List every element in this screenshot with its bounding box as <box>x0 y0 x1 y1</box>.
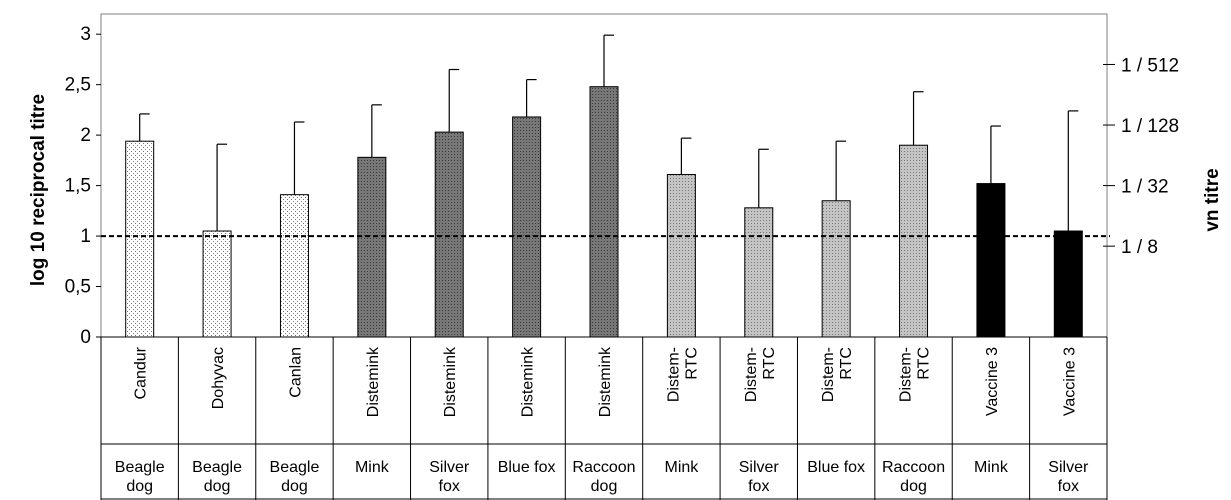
vaccine-label: Distem- <box>743 347 760 402</box>
bar <box>821 200 851 338</box>
vaccine-label: Distemink <box>520 346 537 417</box>
group-label: dog <box>591 478 618 495</box>
group-label: Raccoon <box>882 459 945 476</box>
vaccine-label: RTC <box>683 347 700 380</box>
group-label: Raccoon <box>572 459 635 476</box>
right-tick-label: 1 / 8 <box>1121 237 1158 258</box>
group-label: Beagle <box>270 459 320 476</box>
y-axis-ticks: 0 0,5 1 1,5 2 2,5 3 <box>65 24 101 348</box>
vaccine-label: Distem- <box>898 347 915 402</box>
vaccine-label: Distemink <box>442 346 459 417</box>
bar <box>666 173 696 338</box>
vaccine-label: RTC <box>916 347 933 380</box>
bar <box>357 156 387 338</box>
group-label: fox <box>1058 478 1079 495</box>
group-label: Beagle <box>192 459 242 476</box>
group-label: Silver <box>429 459 470 476</box>
bar <box>744 207 774 338</box>
group-label: Mink <box>355 459 390 476</box>
group-label: dog <box>281 478 308 495</box>
group-label: Mink <box>664 459 699 476</box>
group-label: fox <box>748 478 769 495</box>
y-tick-label: 1 <box>80 226 91 247</box>
bar <box>125 140 155 338</box>
vaccine-label: Distemink <box>597 346 614 417</box>
vaccine-label: Distem- <box>665 347 682 402</box>
y-tick-label: 3 <box>80 24 91 45</box>
vaccine-label: Distemink <box>365 346 382 417</box>
bar <box>589 86 619 338</box>
y-tick-label: 0 <box>80 327 91 348</box>
right-tick-label: 1 / 32 <box>1121 177 1169 198</box>
group-label: Silver <box>1048 459 1089 476</box>
vaccine-label: RTC <box>761 347 778 380</box>
bars <box>101 34 1110 338</box>
group-label: dog <box>126 478 153 495</box>
group-label: dog <box>900 478 927 495</box>
group-label: Beagle <box>115 459 165 476</box>
category-table: Candur Beagle dog Dohyvac Beagle dog Canlan Bea… <box>100 336 1108 500</box>
group-label: Blue fox <box>498 459 556 476</box>
bar <box>202 230 232 338</box>
bar <box>512 116 542 338</box>
right-tick-label: 1 / 512 <box>1121 55 1179 76</box>
bar <box>279 194 309 338</box>
vaccine-label: Canlan <box>287 347 304 398</box>
vaccine-label: Vaccine 3 <box>984 347 1001 416</box>
group-label: Silver <box>739 459 780 476</box>
y-tick-label: 2,5 <box>65 75 91 96</box>
group-label: dog <box>204 478 231 495</box>
group-label: Blue fox <box>807 459 865 476</box>
y-axis-label: log 10 reciprocal titre <box>28 94 49 286</box>
bar <box>434 131 464 338</box>
bar <box>976 183 1006 338</box>
group-label: Mink <box>974 459 1009 476</box>
vaccine-label: RTC <box>838 347 855 380</box>
y-tick-label: 1,5 <box>65 176 91 197</box>
y-tick-label: 2 <box>80 125 91 146</box>
right-axis-label: vn titre <box>1202 168 1223 231</box>
bar <box>1053 230 1083 338</box>
vaccine-label: Dohyvac <box>210 347 227 409</box>
y-tick-label: 0,5 <box>65 277 91 298</box>
vaccine-label: Candur <box>133 346 150 399</box>
bar <box>899 144 929 338</box>
vaccine-label: Vaccine 3 <box>1061 347 1078 416</box>
vaccine-label: Distem- <box>820 347 837 402</box>
group-label: fox <box>439 478 460 495</box>
right-axis-ticks: 1 / 8 1 / 32 1 / 128 1 / 512 <box>1103 55 1179 258</box>
right-tick-label: 1 / 128 <box>1121 116 1179 137</box>
